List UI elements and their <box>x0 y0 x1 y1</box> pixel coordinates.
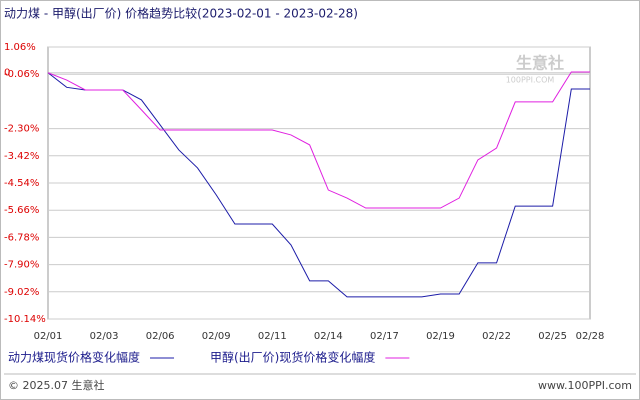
y-tick-label: -5.66% <box>4 205 39 216</box>
y-tick-label: -7.90% <box>4 260 39 271</box>
x-tick-label: 02/06 <box>146 331 175 342</box>
y-tick-label: -10.14% <box>4 314 46 325</box>
x-tick-label: 02/03 <box>90 331 119 342</box>
x-tick-label: 02/22 <box>482 331 511 342</box>
x-tick-label: 02/11 <box>258 331 287 342</box>
y-tick-label: -9.02% <box>4 287 39 298</box>
series-line <box>47 71 590 209</box>
watermark-sub: 100PPI.COM <box>506 76 555 85</box>
series-line <box>47 72 590 298</box>
x-tick-label: 02/14 <box>314 331 343 342</box>
y-tick-label: 1.06% <box>4 42 36 53</box>
x-tick-label: 02/28 <box>576 331 605 342</box>
footer-left: © 2025.07 生意社 <box>8 378 104 392</box>
y-tick-label: -2.30% <box>4 124 39 135</box>
x-tick-label: 02/01 <box>34 331 63 342</box>
legend-label: 动力煤现货价格变化幅度 <box>8 350 140 365</box>
legend-label: 甲醇(出厂价)现货价格变化幅度 <box>210 350 375 365</box>
footer-right: www.100PPI.com <box>538 379 632 392</box>
y-tick-label: -6.78% <box>4 232 39 243</box>
x-tick-label: 02/19 <box>426 331 455 342</box>
y-tick-label: 0 <box>4 68 10 79</box>
y-tick-label: -0.06% <box>4 69 39 80</box>
y-tick-label: -4.54% <box>4 178 39 189</box>
x-tick-label: 02/09 <box>202 331 231 342</box>
x-tick-label: 02/25 <box>538 331 567 342</box>
chart-title: 动力煤 - 甲醇(出厂价) 价格趋势比较(2023-02-01 - 2023-0… <box>4 6 358 21</box>
y-tick-label: -3.42% <box>4 151 39 162</box>
x-tick-label: 02/17 <box>370 331 399 342</box>
watermark: 生意社 <box>516 54 564 73</box>
